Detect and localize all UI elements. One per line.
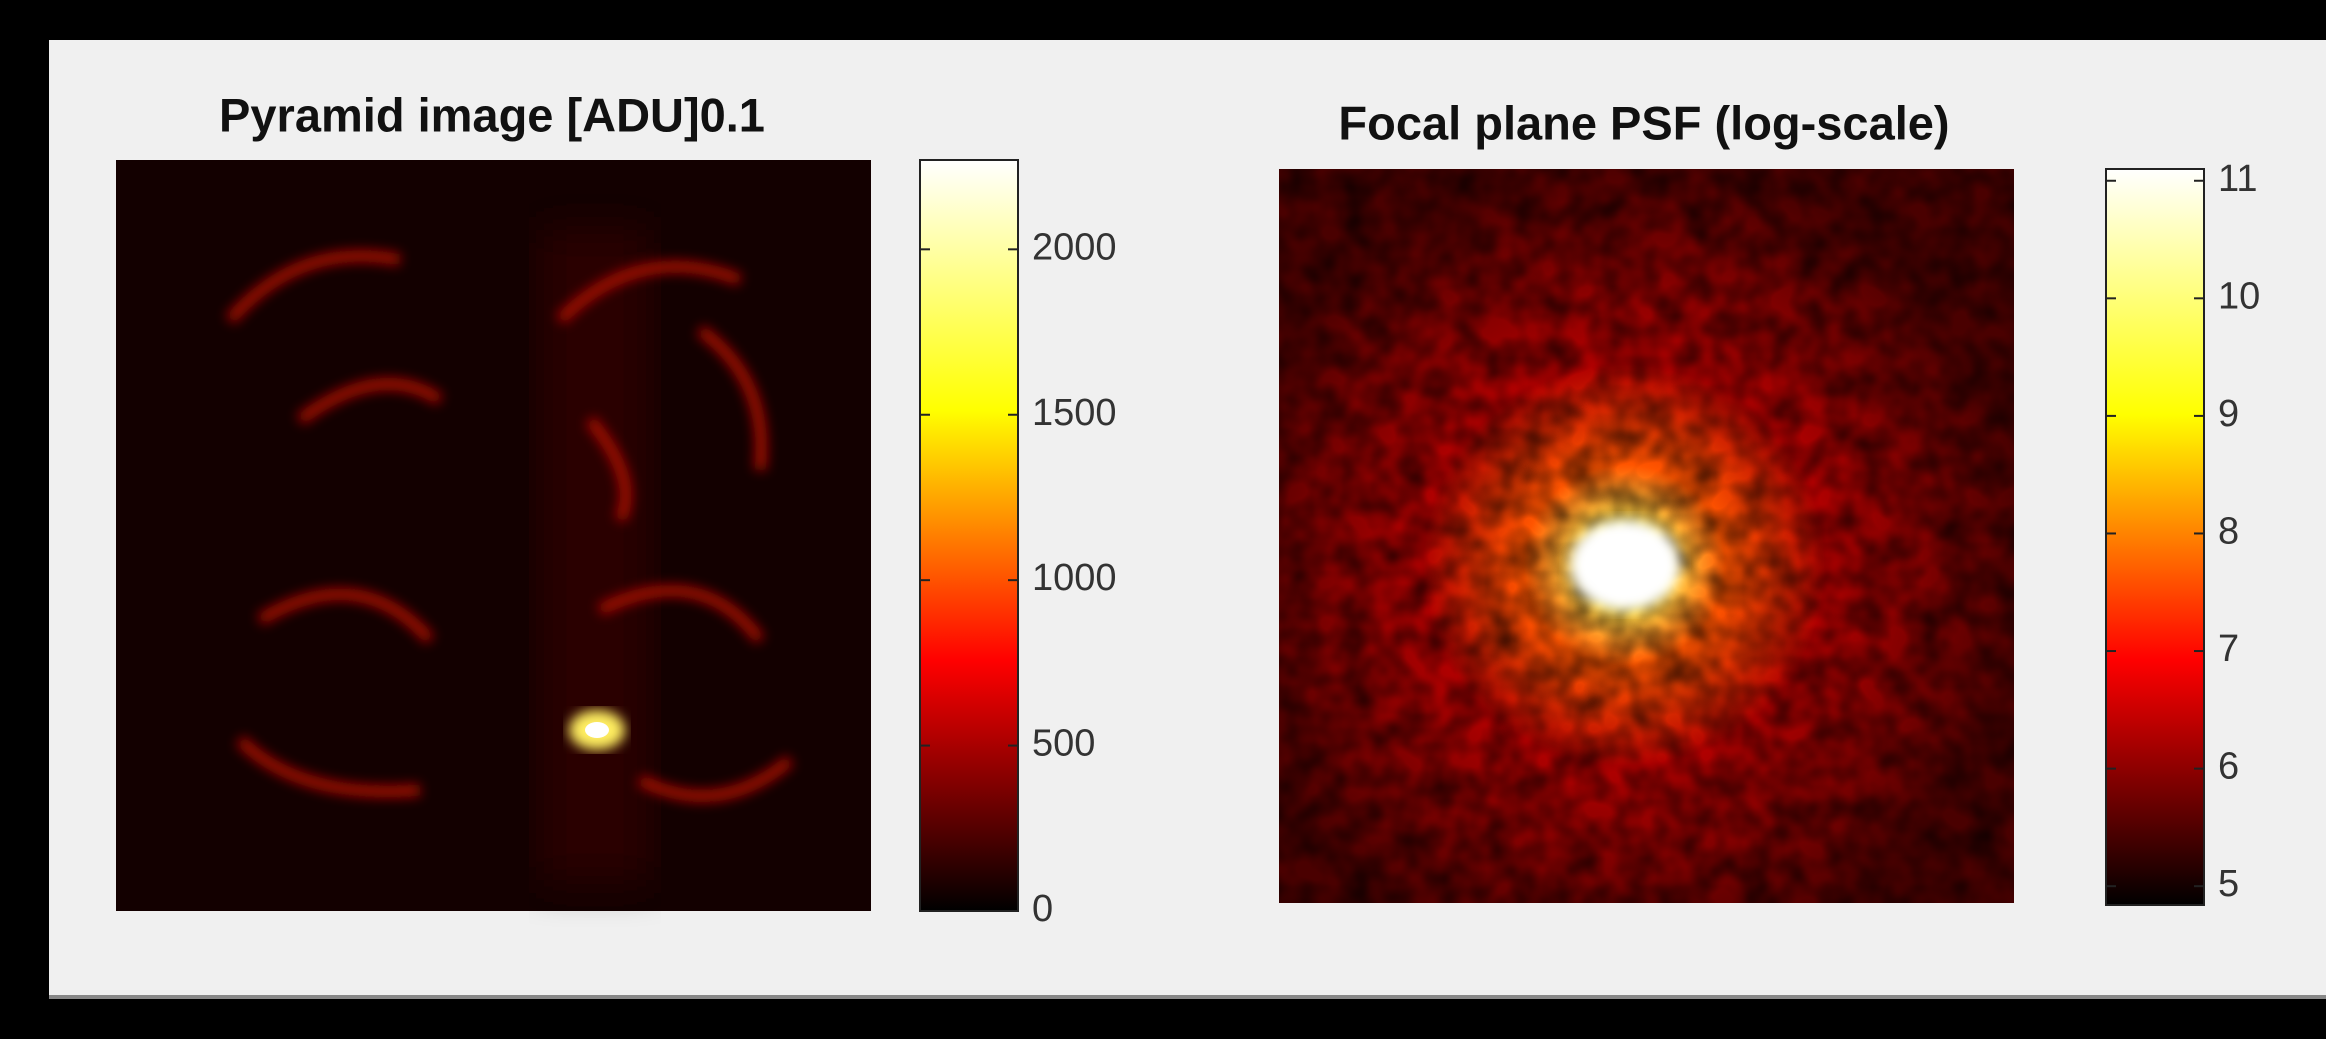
colorbar-tick-label: 7 <box>2218 628 2239 670</box>
colorbar-tick-label: 500 <box>1032 723 1095 765</box>
pyramid-image <box>116 160 871 911</box>
colorbar <box>2105 168 2205 906</box>
colorbar-tick-label: 9 <box>2218 393 2239 435</box>
chart-title: Focal plane PSF (log-scale) <box>1338 96 1949 149</box>
colorbar-tick-label: 1500 <box>1032 392 1117 434</box>
colorbar-tick-label: 8 <box>2218 511 2239 553</box>
colorbar-tick-label: 11 <box>2218 158 2257 200</box>
colorbar-tick-label: 2000 <box>1032 226 1117 268</box>
colorbar-tick-label: 1000 <box>1032 557 1117 599</box>
colorbar-tick-label: 5 <box>2218 863 2239 905</box>
panel-edge <box>49 995 2326 999</box>
chart-title: Pyramid image [ADU]0.1 <box>219 88 765 141</box>
colorbar-tick-label: 6 <box>2218 746 2239 788</box>
colorbar <box>919 159 1019 912</box>
colorbar-tick-label: 0 <box>1032 888 1053 930</box>
psf-image <box>1279 169 2014 903</box>
colorbar-tick-label: 10 <box>2218 275 2260 317</box>
